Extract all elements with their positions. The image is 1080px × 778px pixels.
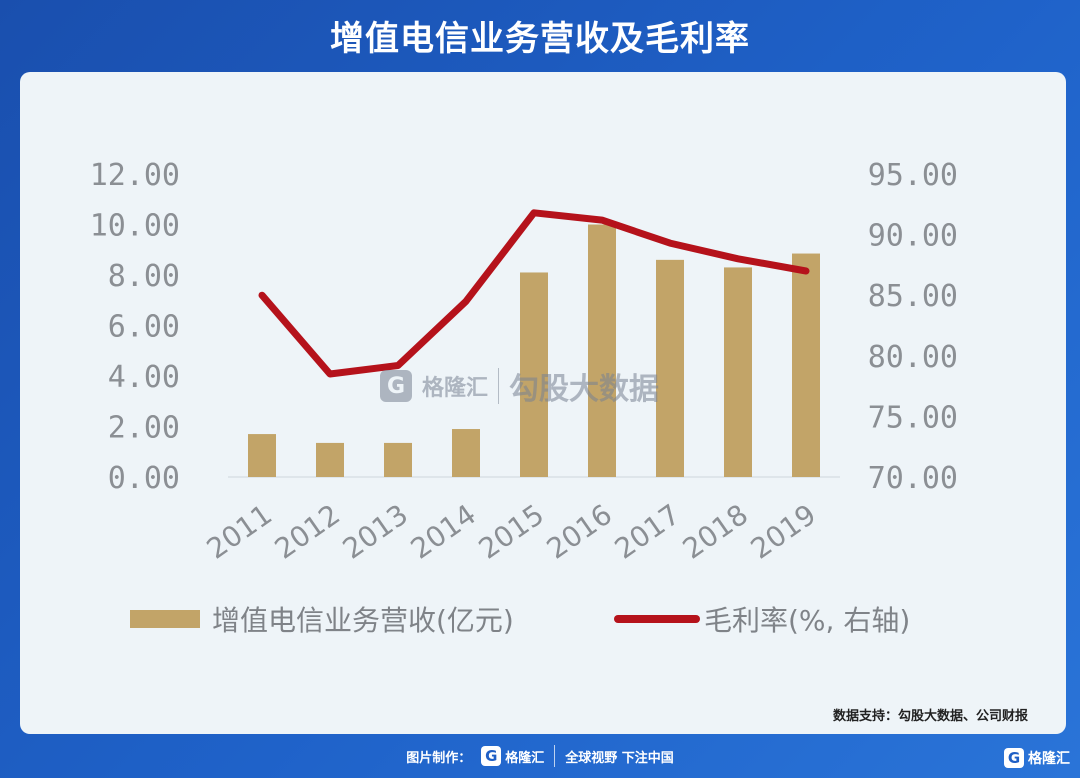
- gross-margin-point: [261, 294, 263, 297]
- x-tick-label: 2013: [337, 498, 414, 566]
- y-right-tick-label: 95.00: [868, 158, 958, 193]
- legend-swatch-revenue: [130, 610, 200, 628]
- x-tick-label: 2012: [269, 498, 346, 566]
- revenue-bar: [724, 267, 752, 477]
- revenue-bar: [452, 429, 480, 477]
- g-logo-icon: G: [481, 746, 502, 766]
- gross-margin-point: [737, 257, 739, 260]
- x-tick-label: 2017: [609, 498, 686, 566]
- y-left-tick-label: 10.00: [90, 209, 180, 244]
- gross-margin-point: [669, 242, 671, 245]
- x-tick-label: 2014: [405, 498, 482, 566]
- y-right-tick-label: 80.00: [868, 340, 958, 375]
- x-tick-label: 2011: [201, 498, 278, 566]
- watermark-brand: 格隆汇: [422, 376, 489, 401]
- corner-logo: G 格隆汇: [1004, 748, 1070, 768]
- revenue-bar: [792, 253, 820, 477]
- footer-slogan: 全球视野 下注中国: [565, 750, 674, 766]
- watermark-text: 勾股大数据: [509, 372, 660, 407]
- gross-margin-point: [329, 372, 331, 375]
- revenue-bar: [316, 442, 344, 477]
- y-right-tick-label: 75.00: [868, 400, 958, 435]
- corner-g-logo-icon: G: [1004, 748, 1024, 768]
- x-tick-label: 2018: [677, 498, 754, 566]
- gross-margin-point: [465, 300, 467, 303]
- revenue-bar: [520, 272, 548, 477]
- x-tick-label: 2015: [473, 498, 550, 566]
- y-left-tick-label: 12.00: [90, 158, 180, 193]
- data-source: 数据支持：勾股大数据、公司财报: [832, 709, 1028, 724]
- y-right-tick-label: 90.00: [868, 219, 958, 254]
- legend-label-revenue: 增值电信业务营收(亿元): [212, 604, 514, 637]
- gross-margin-point: [397, 364, 399, 367]
- revenue-bar: [384, 442, 412, 477]
- page-title: 增值电信业务营收及毛利率: [330, 19, 750, 59]
- footer-divider: [554, 745, 556, 767]
- watermark-divider: [498, 368, 500, 404]
- y-left-tick-label: 2.00: [108, 411, 180, 446]
- y-left-tick-label: 6.00: [108, 310, 180, 345]
- footer-made-by: 图片制作：: [406, 750, 472, 766]
- gelonghui-logo-icon: G: [380, 370, 412, 402]
- y-left-tick-label: 4.00: [108, 360, 180, 395]
- y-left-tick-label: 0.00: [108, 461, 180, 496]
- gross-margin-point: [533, 211, 535, 214]
- y-right-tick-label: 85.00: [868, 279, 958, 314]
- combo-chart: 0.00 2.00 4.00 6.00 8.00 10.00 12.00 70.00 75.00…: [90, 158, 958, 637]
- gross-margin-point: [805, 269, 807, 272]
- chart-panel: 0.00 2.00 4.00 6.00 8.00 10.00 12.00 70.00 75.00…: [20, 72, 1066, 734]
- revenue-bar: [248, 434, 276, 477]
- x-tick-label: 2019: [745, 498, 822, 566]
- footer: 图片制作： G 格隆汇 全球视野 下注中国: [0, 740, 1080, 772]
- footer-logo: G 格隆汇: [481, 746, 544, 766]
- y-left-tick-label: 8.00: [108, 259, 180, 294]
- watermark: G 格隆汇 勾股大数据: [380, 364, 659, 408]
- footer-brand: 格隆汇: [505, 750, 545, 766]
- y-right-tick-label: 70.00: [868, 461, 958, 496]
- gross-margin-point: [601, 219, 603, 222]
- legend-label-margin: 毛利率(%, 右轴): [704, 604, 910, 637]
- corner-brand: 格隆汇: [1028, 751, 1070, 767]
- revenue-bar: [588, 224, 616, 477]
- revenue-bar: [656, 259, 684, 477]
- x-tick-label: 2016: [541, 498, 618, 566]
